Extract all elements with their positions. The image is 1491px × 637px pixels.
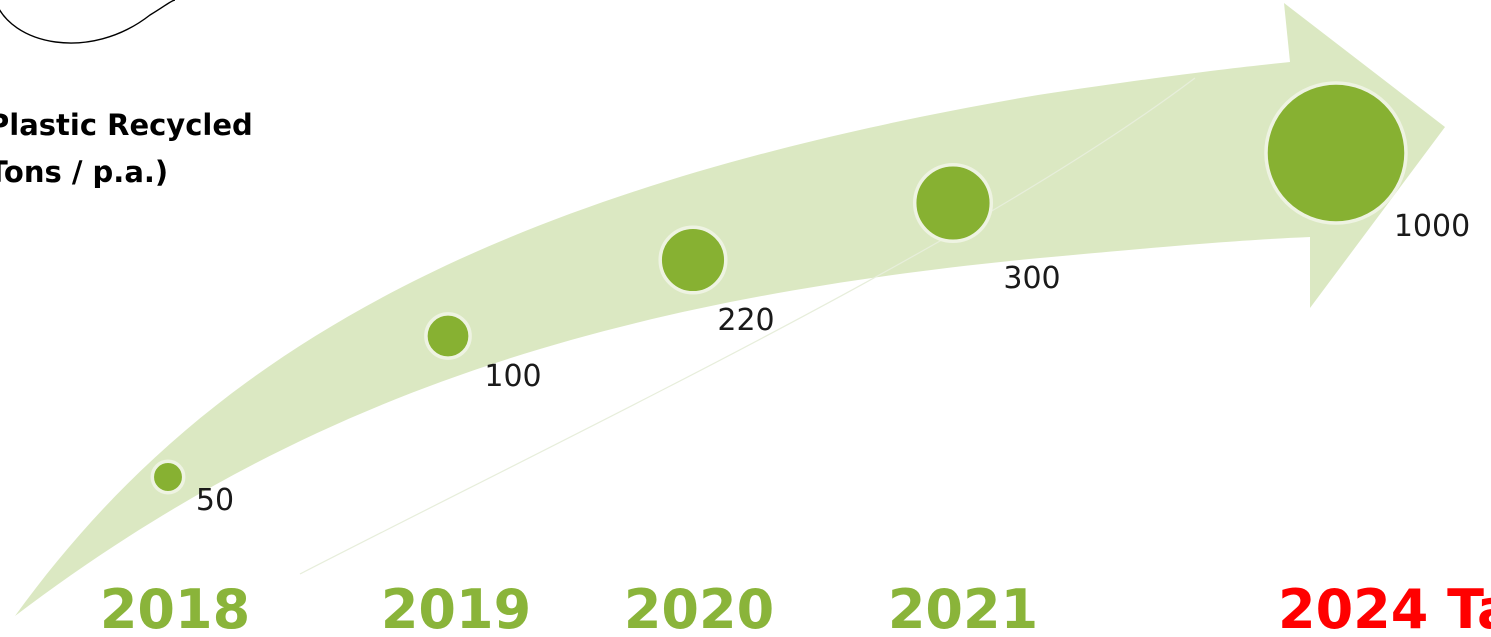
value-labels-layer: 50 100 220 300 1000 — [196, 209, 1470, 518]
metric-label: Plastic Recycled Tons / p.a.) — [0, 102, 253, 196]
bubble-2024-target — [1264, 81, 1408, 225]
arrow-shadow-line — [299, 77, 1196, 575]
decorative-circle-outline — [0, 0, 176, 44]
value-label: 300 — [1003, 261, 1060, 296]
metric-label-line-2: Tons / p.a.) — [0, 155, 169, 189]
bubble-2019 — [424, 312, 472, 360]
bubbles-layer — [150, 81, 1408, 495]
value-label: 50 — [196, 483, 234, 518]
category-labels-layer: 2018 2019 2020 2021 2024 Target — [100, 578, 1491, 637]
value-label: 100 — [484, 359, 541, 394]
category-label: 2020 — [624, 578, 774, 637]
decoration-layer — [0, 0, 1445, 616]
metric-label-line-1: Plastic Recycled — [0, 108, 253, 142]
category-label: 2018 — [100, 578, 250, 637]
category-label: 2019 — [381, 578, 531, 637]
category-label: 2024 Target — [1278, 578, 1491, 637]
value-label: 1000 — [1394, 209, 1470, 244]
value-label: 220 — [717, 303, 774, 338]
bubble-2020 — [658, 225, 728, 295]
growth-arrow — [15, 3, 1445, 616]
bubble-2018 — [150, 459, 186, 495]
bubble-2021 — [912, 162, 994, 244]
category-label: 2021 — [888, 578, 1038, 637]
